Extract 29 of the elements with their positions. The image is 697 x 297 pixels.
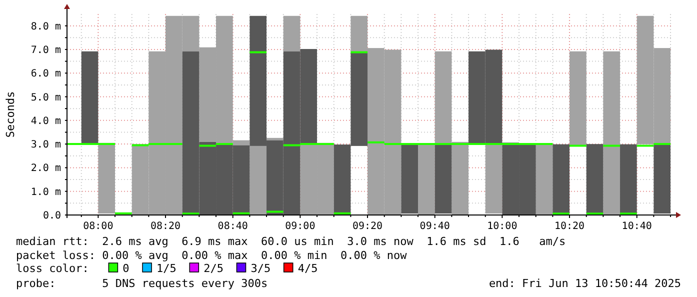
y-axis-title: Seconds <box>4 91 17 138</box>
legend-label: 4/5 <box>298 262 318 275</box>
x-tick-label: 10:00 <box>487 221 518 232</box>
y-tick-label: 1.0 m <box>30 186 61 198</box>
y-tick-label: 5.0 m <box>30 92 61 104</box>
text: median rtt: 2.6 ms avg 6.9 ms max 60.0 us min 3.0 ms now 1.6 ms sd 1.6 am/s <box>16 235 566 248</box>
x-tick-label: 09:20 <box>352 221 383 232</box>
text: probe: 5 DNS requests every 300s <box>16 277 268 290</box>
x-tick-label: 09:00 <box>285 221 316 232</box>
legend-label: 2/5 <box>204 262 224 275</box>
y-tick-label: 6.0 m <box>30 68 61 80</box>
legend-title: loss color: <box>16 262 89 275</box>
x-tick-label: 10:20 <box>554 221 585 232</box>
y-tick-label: 2.0 m <box>30 163 61 174</box>
x-tick-label: 09:40 <box>420 221 450 232</box>
legend-label: 0 <box>122 262 130 275</box>
x-tick-label: 10:40 <box>622 221 652 232</box>
y-tick-label: 3.0 m <box>30 140 61 151</box>
x-tick-label: 08:20 <box>150 221 181 232</box>
y-tick-label: 8.0 m <box>30 21 61 32</box>
y-tick-label: 7.0 m <box>30 44 61 56</box>
y-tick-label: 0.0 <box>42 210 61 222</box>
x-tick-label: 08:00 <box>83 221 114 232</box>
y-tick-label: 4.0 m <box>30 116 61 127</box>
text: end: Fri Jun 13 10:50:44 2025 <box>488 277 681 290</box>
legend-label: 1/5 <box>156 262 176 275</box>
text: packet loss: 0.00 % avg 0.00 % max 0.00 % min 0.00 % now <box>16 249 408 262</box>
legend-label: 3/5 <box>250 262 271 275</box>
x-tick-label: 08:40 <box>218 221 248 232</box>
